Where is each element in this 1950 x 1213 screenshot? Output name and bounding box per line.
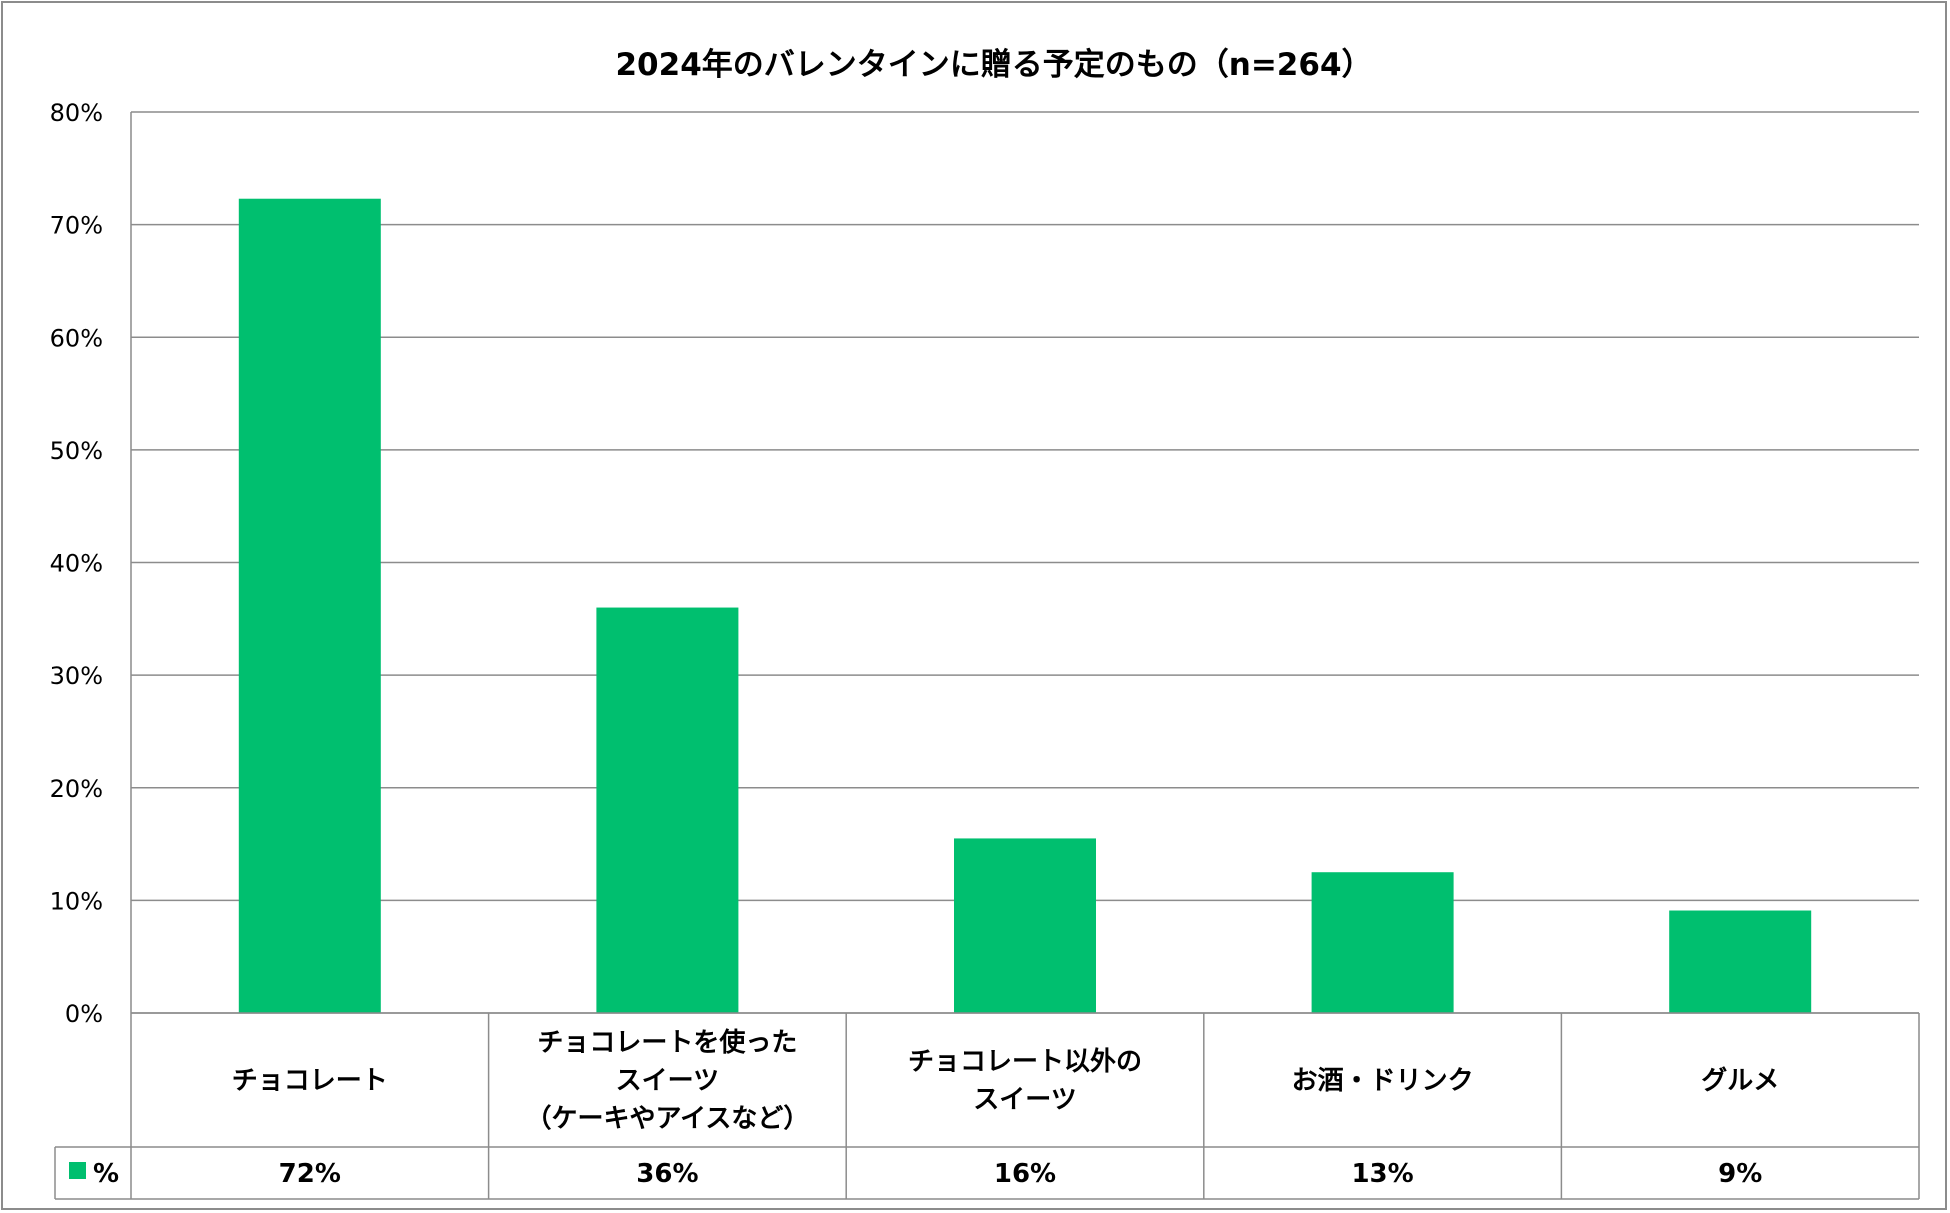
data-table-value: 16% [994, 1159, 1056, 1189]
gridlines [130, 111, 1919, 1014]
bar-chart: 2024年のバレンタインに贈る予定のもの（n=264） 0% 10% 20% 30% 4… [50, 47, 1920, 1200]
bar [1311, 872, 1454, 1013]
category-label: スイーツ [616, 1066, 719, 1096]
bar [238, 198, 381, 1013]
y-tick-label: 30% [50, 662, 103, 690]
category-label: チョコレートを使った [537, 1028, 797, 1058]
data-table-value: 9% [1718, 1159, 1762, 1189]
y-tick-label: 70% [50, 212, 103, 240]
legend-swatch [69, 1162, 86, 1179]
bar [1669, 910, 1812, 1013]
y-tick-label: 0% [65, 1000, 103, 1028]
y-tick-label: 10% [50, 887, 103, 915]
data-table-value: 72% [279, 1159, 341, 1189]
category-label: グルメ [1701, 1066, 1779, 1096]
y-tick-label: 40% [50, 550, 103, 578]
bar [596, 607, 739, 1013]
y-tick-label: 50% [50, 437, 103, 465]
bars [238, 198, 1812, 1013]
data-table-value: 13% [1351, 1159, 1413, 1189]
category-label: チョコレート [232, 1066, 388, 1096]
chart-title: 2024年のバレンタインに贈る予定のもの（n=264） [615, 47, 1372, 83]
y-tick-label: 80% [50, 99, 103, 127]
legend-label: % [93, 1159, 119, 1189]
category-label: スイーツ [973, 1085, 1076, 1115]
y-axis-ticks: 0% 10% 20% 30% 40% 50% 60% 70% 80% [50, 99, 103, 1028]
bar [954, 838, 1096, 1013]
data-table: チョコレートチョコレートを使ったスイーツ（ケーキやアイスなど）チョコレート以外の… [54, 1012, 1920, 1200]
category-label: （ケーキやアイスなど） [525, 1104, 809, 1134]
y-tick-label: 60% [50, 324, 103, 352]
y-tick-label: 20% [50, 775, 103, 803]
category-label: チョコレート以外の [908, 1047, 1142, 1077]
data-table-value: 36% [636, 1159, 698, 1189]
category-label: お酒・ドリンク [1292, 1066, 1474, 1096]
